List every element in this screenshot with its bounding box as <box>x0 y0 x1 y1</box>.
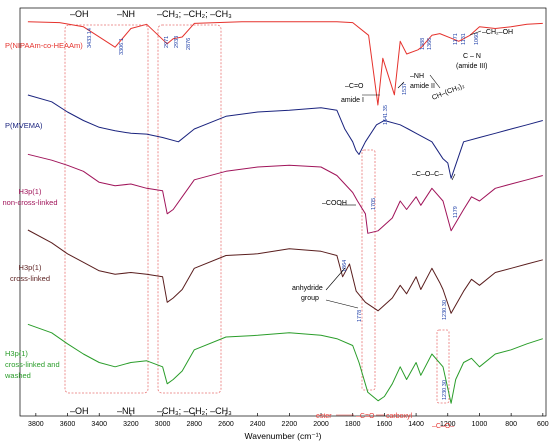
carbonyl-region-box <box>361 149 376 391</box>
series-label-noncross-a: H3p(1) <box>19 187 42 196</box>
x-tick-label: 1800 <box>345 421 361 428</box>
oh-nh-region-box <box>64 24 149 394</box>
series-line-h3p-washed <box>27 323 543 404</box>
peak-label-1366: 1366 <box>427 38 433 50</box>
x-tick-label: 2000 <box>313 421 329 428</box>
peak-label-2876: 2876 <box>186 38 192 50</box>
bottom-nh-label: –NH <box>117 406 135 416</box>
ann-ch2oh: –CH₂–OH <box>482 29 513 36</box>
arrow-ch2oh <box>469 30 482 36</box>
x-tick-label: 1600 <box>377 421 393 428</box>
top-nh-label: –NH <box>117 9 135 19</box>
plot-frame <box>19 7 547 417</box>
series-line-p-nipaam <box>27 21 543 106</box>
co-region-box <box>436 329 450 404</box>
x-tick-label: 2200 <box>282 421 298 428</box>
peak-label-1060: 1060 <box>474 33 480 45</box>
ann-ch-ch3: CH–(CH₃)₂ <box>431 82 466 101</box>
series-label-cross-a: H3p(1) <box>19 263 42 272</box>
series-label-noncross-b: non-cross-linked <box>2 198 57 207</box>
arrow-ch-ch3 <box>429 74 441 89</box>
ann-coc: –C–O–C– <box>412 171 443 178</box>
peak-label-1778: 1778 <box>357 310 363 322</box>
arrow-amide2 <box>397 81 405 89</box>
arrow-anhydride-a <box>325 267 346 291</box>
x-tick-label: 600 <box>537 421 549 428</box>
peak-label-1705: 1705 <box>371 198 377 210</box>
ann-cooh: –COOH <box>322 200 347 207</box>
x-tick-label: 3400 <box>91 421 107 428</box>
series-line-h3p-cross <box>27 229 543 314</box>
series-label-washed-a: H3p(1) <box>5 349 28 358</box>
peak-label-2933: 2933 <box>174 36 180 48</box>
ann-co-single: –C–O– <box>432 423 454 430</box>
peak-label-1864: 1864 <box>342 260 348 272</box>
ann-co-bottom: –C=O <box>356 413 375 420</box>
top-oh-label: –OH <box>70 9 89 19</box>
x-tick-label: 2600 <box>218 421 234 428</box>
peak-label-1171: 1171 <box>453 33 459 45</box>
series-label-p-mvema: P(MVEMA) <box>5 121 43 130</box>
x-axis-title: Wavenumber (cm⁻¹) <box>245 431 322 441</box>
x-tick-label: 3000 <box>155 421 171 428</box>
x-tick-label: 2400 <box>250 421 266 428</box>
arrow-anhydride-b <box>325 299 359 309</box>
peak-label-2971: 2971 <box>164 36 170 48</box>
series-line-p-mvema <box>27 94 543 179</box>
arrow-coc <box>451 173 456 181</box>
peak-label-1537: 1537 <box>402 83 408 95</box>
bottom-oh-label: –OH <box>70 406 89 416</box>
ann-co-amide1: –C=O <box>345 83 364 90</box>
peak-label-1230-washed: 1230.30 <box>442 380 448 400</box>
ann-group: group <box>301 295 319 302</box>
peak-label-1388: 1388 <box>420 38 426 50</box>
ann-amide3: (amide III) <box>456 63 488 70</box>
peak-label-1131: 1131 <box>461 33 467 45</box>
x-tick-label: 1000 <box>472 421 488 428</box>
ann-nh: –NH <box>410 73 424 80</box>
series-line-h3p-noncross <box>27 153 543 234</box>
series-label-washed-c: washed <box>4 371 31 380</box>
top-ch-label: –CH₃; –CH₂; –CH₃ <box>157 9 232 19</box>
peak-label-1230-cross: 1230.30 <box>442 300 448 320</box>
x-tick-label: 1200 <box>440 421 456 428</box>
ann-carboxyl: carboxyl <box>386 413 413 420</box>
ann-ester: ester <box>316 413 332 420</box>
x-tick-label: 3200 <box>123 421 139 428</box>
x-tick-label: 800 <box>505 421 517 428</box>
bottom-ch-label: –CH₃; –CH₂; –CH₃ <box>157 406 232 416</box>
peak-label-3433: 3433.14 <box>87 28 93 48</box>
x-tick-label: 3600 <box>60 421 76 428</box>
series-label-cross-b: cross-linked <box>10 274 50 283</box>
peak-label-1641: 1641.35 <box>383 105 389 125</box>
series-label-washed-b: cross-linked and <box>5 360 60 369</box>
x-tick-label: 3800 <box>28 421 44 428</box>
ann-cn: C – N <box>463 53 481 60</box>
peak-label-3306: 3306.1 <box>119 38 125 55</box>
ann-amide1: amide I <box>341 97 364 104</box>
ch-region-box <box>157 24 222 394</box>
series-label-p-nipaam: P(NIPAAm-co-HEAAm) <box>5 41 83 50</box>
peak-label-1179: 1179 <box>453 206 459 218</box>
x-tick-label: 1400 <box>408 421 424 428</box>
x-tick-label: 2800 <box>186 421 202 428</box>
ann-amide2: amide II <box>410 83 435 90</box>
ann-anhydride: anhydride <box>292 285 323 292</box>
